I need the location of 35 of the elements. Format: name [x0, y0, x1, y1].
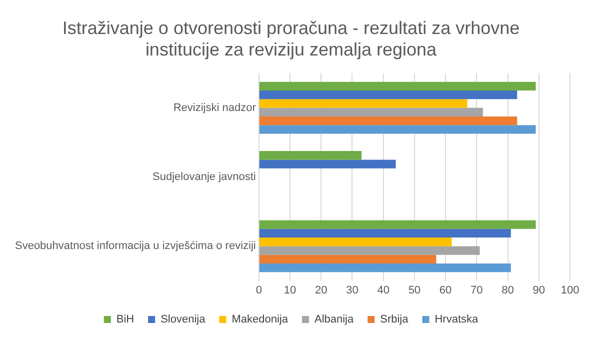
bar — [259, 246, 480, 255]
y-tick-label: Sveobuhvatnost informacija u izvješćima o reviziji — [14, 240, 256, 252]
bar — [259, 238, 452, 246]
bar — [259, 99, 468, 108]
bar — [259, 125, 536, 134]
x-tick-label: 20 — [314, 284, 328, 296]
bar — [259, 151, 362, 160]
bar — [259, 82, 536, 90]
x-tick-label: 90 — [532, 284, 546, 296]
x-tick-label: 80 — [502, 284, 514, 296]
bar — [259, 220, 536, 229]
bar — [259, 264, 511, 272]
x-tick-label: 40 — [377, 284, 390, 296]
legend-label: Slovenija — [160, 314, 206, 326]
x-tick-label: 60 — [439, 284, 452, 296]
bar — [259, 228, 511, 238]
x-tick-label: 30 — [346, 284, 358, 296]
y-tick-label: Revizijski nadzor — [173, 102, 256, 114]
legend-label: Makedonija — [232, 314, 289, 326]
x-tick-label: 50 — [408, 284, 421, 296]
x-tick-label: 70 — [470, 284, 483, 296]
bar — [259, 254, 436, 264]
legend-label: Hrvatska — [434, 314, 480, 326]
legend-label: BiH — [116, 314, 134, 326]
x-tick-label: 100 — [560, 284, 580, 296]
bar — [259, 108, 483, 116]
legend-label: Srbija — [380, 314, 410, 326]
bar — [259, 116, 518, 126]
y-tick-label: Sudjelovanje javnosti — [152, 171, 256, 184]
legend-label: Albanija — [314, 314, 354, 326]
chart-title: Istraživanje o otvorenosti proračuna - rezultati za vrhovne institucije za reviziju zemalja regiona — [62, 18, 520, 60]
x-tick-label: 0 — [256, 284, 262, 296]
bar — [259, 90, 518, 100]
bar — [259, 160, 396, 168]
x-tick-label: 10 — [284, 284, 296, 296]
